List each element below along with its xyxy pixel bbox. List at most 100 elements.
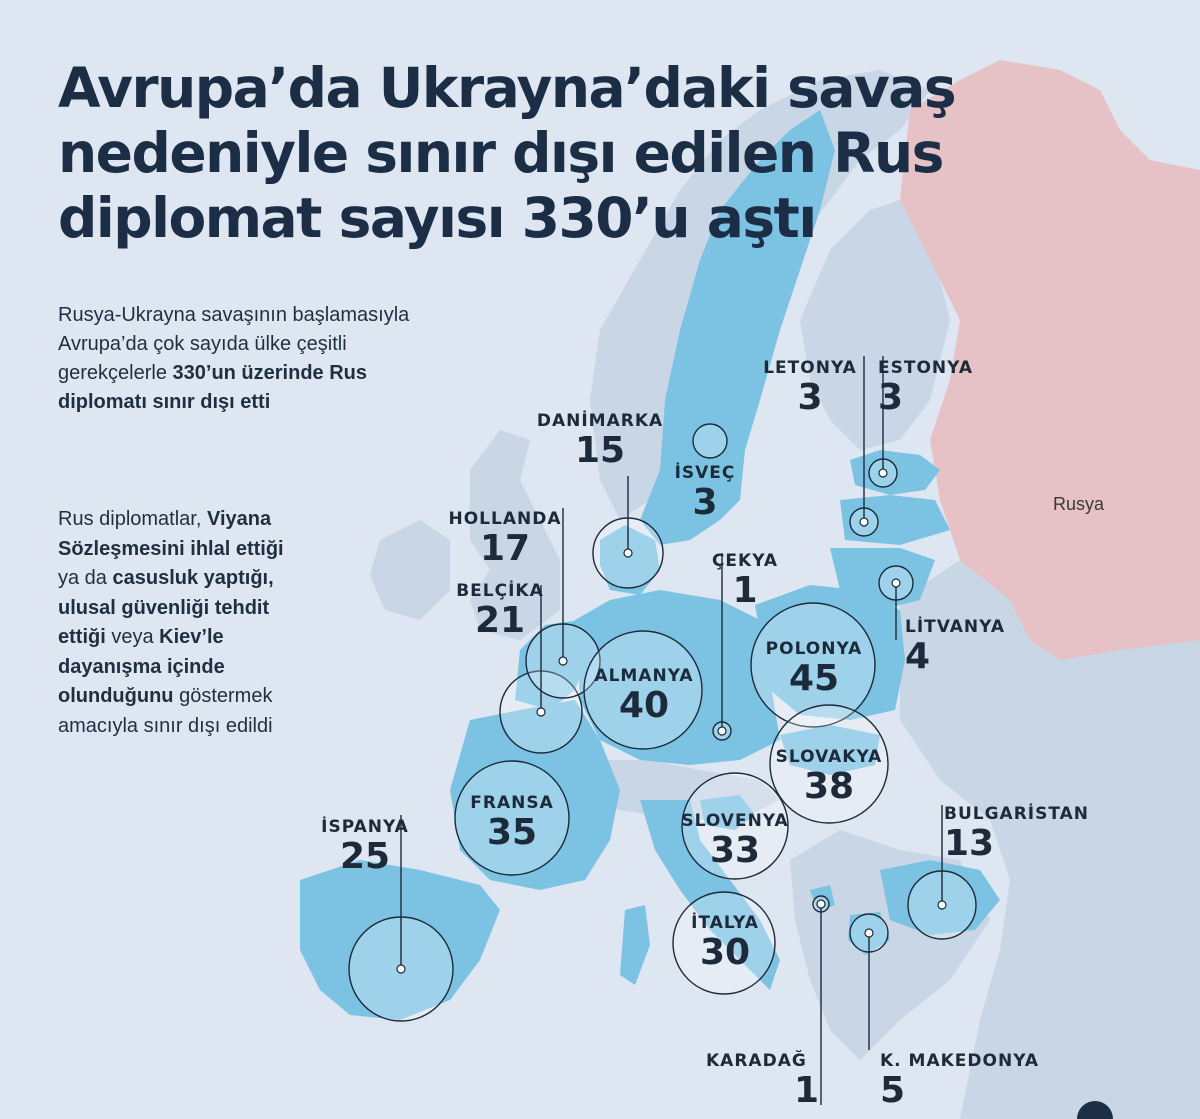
title-line-1: Avrupa’da Ukrayna’daki savaş (58, 56, 957, 120)
land-ireland (370, 520, 450, 620)
country-sweden (640, 110, 835, 545)
country-label-litvanya: LİTVANYA 4 (905, 616, 1025, 676)
country-name: BULGARİSTAN (944, 804, 1090, 824)
country-count: 40 (618, 685, 670, 726)
country-count: 45 (788, 658, 840, 699)
marker-dot-cekya (717, 726, 727, 736)
country-name: İSVEÇ (674, 463, 736, 483)
country-name: ALMANYA (594, 666, 694, 686)
intro-text: Rusya-Ukrayna savaşının başlamasıyla Avr… (58, 301, 418, 417)
country-label-makedonya: K. MAKEDONYA 5 (880, 1050, 1050, 1110)
country-label-isvec: İSVEÇ 3 (655, 462, 755, 522)
reasons-t4: göstermek amacıyla sınır dışı edildi (58, 685, 273, 737)
reasons-b3: Kiev’le dayanışma içinde olunduğunu (58, 626, 225, 707)
country-denmark (600, 525, 660, 595)
country-label-slovenya: SLOVENYA 33 (665, 810, 805, 870)
country-count: 35 (486, 812, 538, 853)
country-italy (640, 800, 780, 990)
country-name: LİTVANYA (905, 617, 1005, 637)
country-count: 15 (574, 430, 626, 471)
marker-ring-italya (672, 891, 776, 995)
country-netherlands-belgium (515, 620, 590, 710)
intro-part-2: 330’un üzerinde Rus diplomatı sınır dışı… (58, 362, 368, 413)
marker-ring-slovakya (769, 704, 889, 824)
country-poland (755, 585, 905, 720)
land-finland (800, 200, 950, 450)
country-label-danimarka: DANİMARKA 15 (480, 410, 720, 470)
marker-ring-polonya (750, 602, 876, 728)
reasons-t3: veya (105, 626, 160, 648)
country-name: K. MAKEDONYA (880, 1051, 1040, 1071)
reasons-text: Rus diplomatlar, Viyana Sözleşmesini ihl… (58, 505, 308, 741)
marker-dot-litvanya (891, 578, 901, 588)
corner-logo-dot (1077, 1101, 1113, 1119)
russia-land (900, 60, 1200, 660)
marker-dot-bulgaristan (937, 900, 947, 910)
marker-ring-fransa (454, 760, 570, 876)
country-slovakia (780, 725, 880, 775)
country-count: 3 (797, 377, 823, 418)
marker-dot-belcika (536, 707, 546, 717)
country-count: 3 (692, 482, 718, 523)
country-label-italya: İTALYA 30 (665, 912, 785, 972)
reasons-b1: Viyana Sözleşmesini ihlal ettiği (58, 508, 284, 560)
country-label-cekya: ÇEKYA 1 (690, 550, 800, 610)
country-label-almanya: ALMANYA 40 (574, 665, 714, 725)
reasons-t1: Rus diplomatlar, (58, 508, 207, 530)
title-line-2: nedeniyle sınır dışı edilen Rus (58, 121, 944, 185)
intro-part-1: Rusya-Ukrayna savaşının başlamasıyla Avr… (58, 304, 410, 384)
country-count: 3 (878, 377, 904, 418)
country-label-fransa: FRANSA 35 (442, 792, 582, 852)
country-name: SLOVENYA (681, 811, 789, 831)
country-count: 30 (699, 932, 751, 973)
country-label-estonya: ESTONYA 3 (878, 357, 988, 417)
country-count: 33 (709, 830, 761, 871)
country-name: POLONYA (765, 639, 863, 659)
marker-ring-isvec (692, 423, 728, 459)
country-count: 4 (905, 636, 931, 677)
country-france (450, 700, 620, 890)
reasons-t2: ya da (58, 567, 113, 589)
marker-dot-danimarka (623, 548, 633, 558)
country-slovenia (700, 795, 755, 830)
country-latvia (840, 495, 950, 545)
land-uk (470, 430, 560, 640)
country-name: FRANSA (470, 793, 554, 813)
reasons-b2: casusluk yaptığı, ulusal güvenliği tehdi… (58, 567, 274, 648)
country-count: 17 (479, 528, 531, 569)
country-name: DANİMARKA (536, 411, 664, 431)
country-name: İTALYA (691, 913, 759, 933)
country-label-ispanya: İSPANYA 25 (295, 816, 435, 876)
country-name: SLOVAKYA (775, 747, 883, 767)
country-name: KARADAĞ (706, 1051, 807, 1071)
country-name: LETONYA (763, 358, 857, 378)
land-east-europe (900, 560, 1200, 1119)
country-count: 21 (474, 600, 526, 641)
country-count: 13 (944, 823, 995, 864)
country-label-hollanda: HOLLANDA 17 (420, 508, 590, 568)
island-sardinia (620, 905, 650, 985)
country-name: BELÇİKA (456, 581, 544, 601)
marker-dot-letonya (859, 517, 869, 527)
marker-dot-estonya (878, 468, 888, 478)
country-label-polonya: POLONYA 45 (744, 638, 884, 698)
country-label-karadag: KARADAĞ 1 (706, 1050, 820, 1111)
country-name: HOLLANDA (448, 509, 562, 529)
country-name: İSPANYA (321, 817, 409, 837)
marker-dot-makedonya (864, 928, 874, 938)
country-count: 5 (880, 1070, 906, 1111)
page-title: Avrupa’da Ukrayna’daki savaş nedeniyle s… (58, 56, 1058, 251)
country-label-slovakya: SLOVAKYA 38 (759, 746, 899, 806)
russia-label: Rusya (1053, 494, 1105, 514)
country-label-bulgaristan: BULGARİSTAN 13 (944, 803, 1104, 863)
country-count: 38 (803, 766, 855, 807)
marker-dot-hollanda (558, 656, 568, 666)
country-name: ÇEKYA (711, 551, 779, 571)
country-count: 1 (794, 1070, 820, 1111)
title-line-3: diplomat sayısı 330’u aştı (58, 186, 817, 250)
marker-ring-almanya (583, 630, 703, 750)
country-estonia (850, 450, 940, 495)
marker-ring-slovenya (681, 772, 789, 880)
country-label-belcika: BELÇİKA 21 (425, 580, 575, 640)
